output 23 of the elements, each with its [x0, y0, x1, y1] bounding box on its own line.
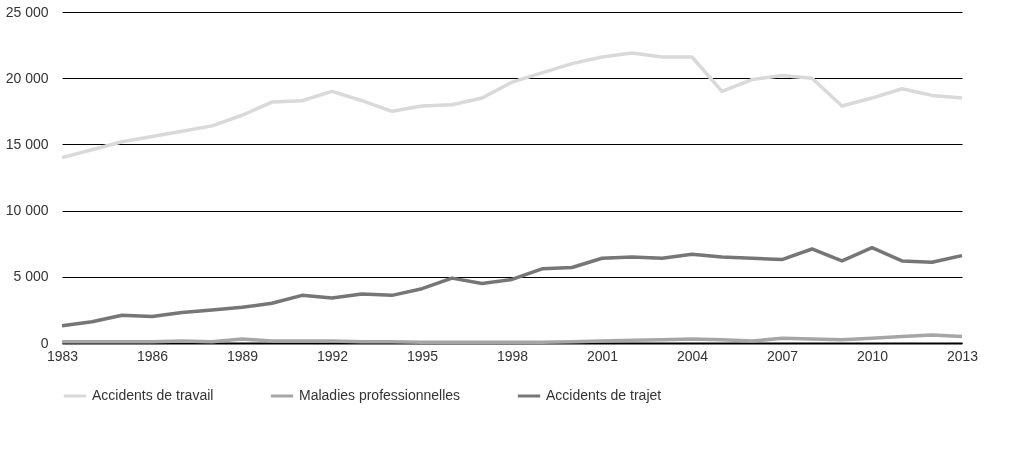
- x-tick-label: 2007: [766, 347, 799, 364]
- legend-label: Accidents de travail: [92, 387, 214, 403]
- x-tick-label: 2013: [946, 347, 979, 364]
- line-series: [60, 245, 964, 328]
- y-tick-label: 15 000: [5, 135, 49, 152]
- x-tick-label: 2001: [586, 347, 619, 364]
- x-tick-label: 1995: [406, 347, 439, 364]
- line-series: [60, 333, 964, 345]
- x-tick-label: 2010: [856, 347, 889, 364]
- x-tick-label: 1998: [496, 347, 529, 364]
- x-tick-label: 1986: [136, 347, 169, 364]
- legend-label: Maladies professionnelles: [299, 387, 461, 403]
- y-tick-label: 25 000: [5, 3, 49, 20]
- x-tick-label: 1989: [226, 347, 259, 364]
- y-tick-label: 0: [40, 334, 49, 351]
- x-tick-label: 2004: [676, 347, 709, 364]
- x-tick-label: 1983: [46, 347, 79, 364]
- y-tick-label: 10 000: [5, 202, 49, 219]
- y-tick-label: 20 000: [5, 69, 49, 86]
- x-tick-label: 1992: [316, 347, 349, 364]
- line-series: [60, 51, 964, 160]
- legend-label: Accidents de trajet: [546, 387, 662, 403]
- y-tick-label: 5 000: [13, 268, 49, 285]
